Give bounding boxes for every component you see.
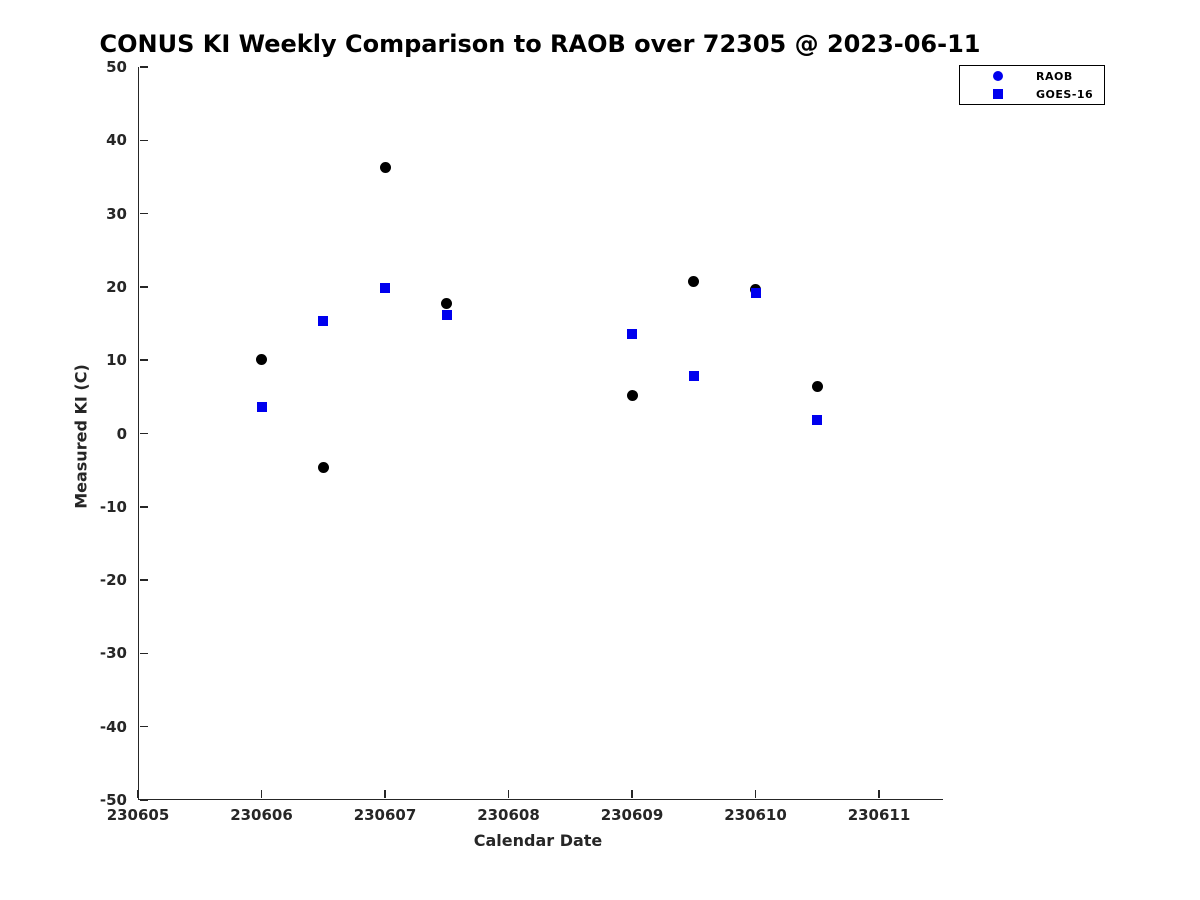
x-tick-mark [507,790,510,799]
x-tick-label: 230608 [477,806,540,824]
goes16-point [750,288,761,299]
raob-point [379,161,391,173]
y-tick-label: -50 [99,791,127,809]
y-tick-label: 10 [106,351,127,370]
x-tick-label: 230605 [106,806,170,824]
raob-point [811,381,823,393]
x-tick-mark [260,790,263,799]
goes16-point [441,310,452,321]
y-tick-label: -40 [99,717,127,736]
y-tick-mark [139,66,148,68]
y-tick-mark [139,432,148,435]
x-tick-mark [384,790,386,799]
x-tick-mark [631,790,633,799]
goes16-point [688,371,699,382]
raob-point [688,276,700,288]
raob-point [626,389,638,401]
y-tick-mark [139,579,148,581]
y-tick-mark [139,725,148,728]
y-tick-label: 30 [106,204,127,223]
legend-label-goes16: GOES-16 [1036,87,1094,101]
y-tick-label: 0 [116,424,127,443]
y-tick-label: 50 [106,58,127,76]
raob-point [441,297,453,309]
x-tick-label: 230609 [600,806,664,824]
x-tick-mark [878,790,880,799]
chart-title: CONUS KI Weekly Comparison to RAOB over … [99,30,981,58]
goes16-point [812,414,823,425]
y-tick-mark [139,286,148,288]
raob-point [256,353,267,365]
legend-label-raob: RAOB [1036,69,1073,83]
y-tick-mark [139,799,148,801]
x-tick-label: 230611 [847,806,911,824]
y-tick-label: 40 [106,131,127,150]
goes16-point [627,328,637,339]
plot-area [138,67,943,800]
raob-circle-icon [993,71,1003,81]
y-tick-mark [139,359,148,361]
x-tick-mark [137,790,139,799]
y-tick-label: -10 [99,497,127,516]
y-tick-label: -30 [99,644,127,663]
goes16-square-icon [993,89,1003,99]
y-tick-mark [139,139,148,142]
goes16-point [256,402,267,413]
x-tick-label: 230607 [353,806,417,824]
raob-point [317,462,329,474]
x-tick-label: 230610 [724,806,787,824]
y-tick-mark [139,212,148,215]
y-tick-label: -20 [99,571,127,590]
goes16-point [318,316,329,327]
y-tick-label: 20 [106,277,127,296]
legend: RAOB GOES-16 [959,65,1105,105]
goes16-point [380,283,390,294]
y-tick-mark [139,506,148,508]
y-tick-mark [139,652,148,655]
x-tick-mark [754,790,757,799]
legend-item-goes16: GOES-16 [960,86,1104,102]
legend-item-raob: RAOB [960,68,1104,84]
x-tick-label: 230606 [230,806,293,824]
x-axis-label: Calendar Date [473,831,603,850]
